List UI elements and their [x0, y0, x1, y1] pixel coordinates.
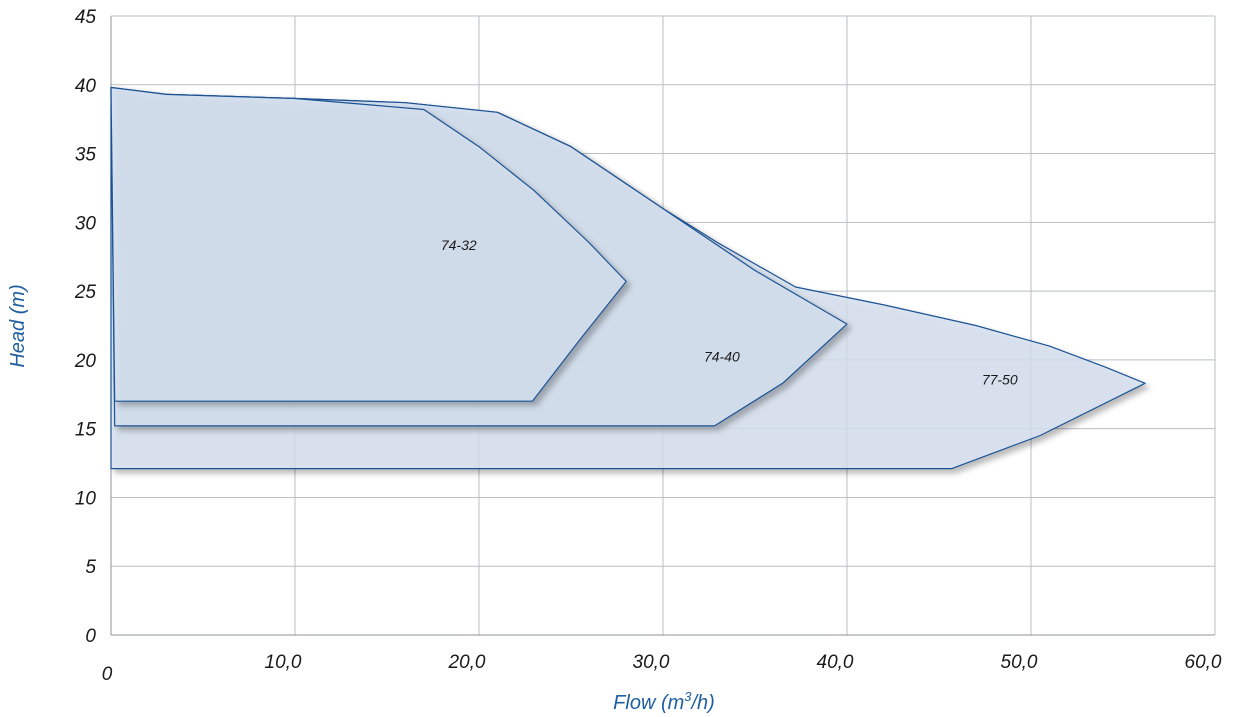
x-tick-label: 40,0: [817, 652, 854, 673]
y-tick-label: 15: [75, 420, 97, 441]
y-tick-label: 10: [75, 488, 97, 509]
y-tick-label: 40: [75, 76, 97, 97]
x-tick-label: 60,0: [1185, 652, 1222, 673]
x-tick-label: 20,0: [448, 652, 486, 673]
y-tick-label: 45: [75, 7, 97, 28]
region-74-32: [110, 86, 627, 402]
x-axis-title-sup: 3: [684, 689, 692, 704]
x-axis-title-main: Flow (m: [613, 692, 684, 714]
axis-ticks: 0 10,0 20,0 30,0 40,0 50,0 60,0 0 5 10 15 20 25 30 35 4…: [74, 7, 1222, 685]
operating-regions: [110, 86, 1146, 470]
x-tick-label: 50,0: [1001, 652, 1038, 673]
x-axis-title: Flow (m3/h): [613, 689, 715, 714]
region-label-74-32: 74-32: [441, 237, 477, 253]
region-labels: 77-50 74-40 74-32: [441, 237, 1018, 388]
y-axis-title: Head (m): [7, 284, 29, 367]
x-tick-label: 30,0: [633, 652, 670, 673]
region-label-77-50: 77-50: [982, 372, 1018, 388]
x-axis-title-suffix: /h): [690, 692, 715, 714]
y-tick-label: 25: [74, 282, 97, 303]
y-tick-label: 30: [75, 213, 97, 234]
x-tick-label: 0: [102, 664, 113, 685]
y-tick-label: 35: [75, 145, 97, 166]
y-tick-label: 5: [85, 557, 96, 578]
region-label-74-40: 74-40: [704, 348, 740, 364]
x-tick-label: 10,0: [265, 652, 302, 673]
y-tick-label: 0: [85, 626, 96, 647]
y-tick-label: 20: [74, 351, 97, 372]
